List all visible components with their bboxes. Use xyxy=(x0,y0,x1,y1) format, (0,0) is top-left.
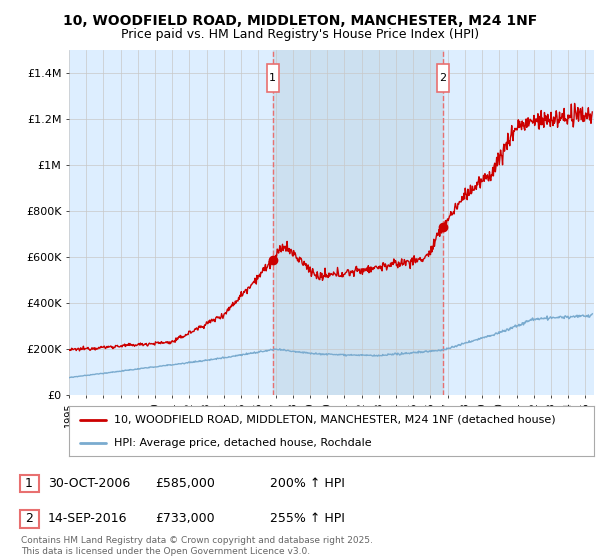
Text: Price paid vs. HM Land Registry's House Price Index (HPI): Price paid vs. HM Land Registry's House … xyxy=(121,28,479,41)
Text: £733,000: £733,000 xyxy=(155,512,215,525)
Bar xyxy=(272,50,443,395)
Text: HPI: Average price, detached house, Rochdale: HPI: Average price, detached house, Roch… xyxy=(113,438,371,448)
Text: 14-SEP-2016: 14-SEP-2016 xyxy=(48,512,128,525)
Text: 255% ↑ HPI: 255% ↑ HPI xyxy=(270,512,345,525)
Text: 1: 1 xyxy=(25,477,33,490)
FancyBboxPatch shape xyxy=(19,475,38,492)
FancyBboxPatch shape xyxy=(437,64,449,92)
Text: 2: 2 xyxy=(25,512,33,525)
Text: £585,000: £585,000 xyxy=(155,477,215,490)
Text: 1: 1 xyxy=(269,73,276,83)
Text: 10, WOODFIELD ROAD, MIDDLETON, MANCHESTER, M24 1NF (detached house): 10, WOODFIELD ROAD, MIDDLETON, MANCHESTE… xyxy=(113,414,555,424)
Text: 10, WOODFIELD ROAD, MIDDLETON, MANCHESTER, M24 1NF: 10, WOODFIELD ROAD, MIDDLETON, MANCHESTE… xyxy=(63,14,537,28)
Text: 200% ↑ HPI: 200% ↑ HPI xyxy=(270,477,345,490)
FancyBboxPatch shape xyxy=(19,510,38,528)
Text: 2: 2 xyxy=(439,73,446,83)
Text: Contains HM Land Registry data © Crown copyright and database right 2025.
This d: Contains HM Land Registry data © Crown c… xyxy=(21,536,373,556)
Text: 30-OCT-2006: 30-OCT-2006 xyxy=(48,477,130,490)
FancyBboxPatch shape xyxy=(266,64,278,92)
